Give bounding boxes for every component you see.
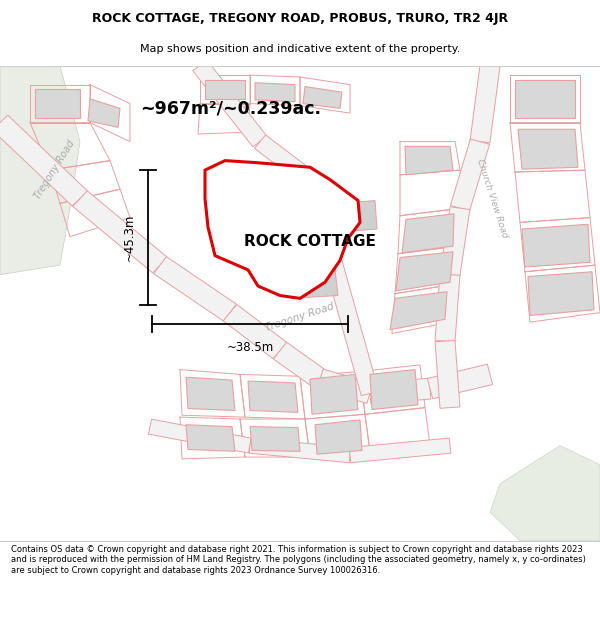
Polygon shape — [470, 64, 500, 142]
Polygon shape — [528, 272, 594, 316]
Polygon shape — [186, 378, 235, 411]
Polygon shape — [193, 61, 267, 147]
Polygon shape — [435, 274, 460, 342]
Polygon shape — [317, 369, 373, 403]
Polygon shape — [435, 341, 460, 408]
Polygon shape — [250, 427, 300, 451]
Polygon shape — [154, 257, 236, 321]
Polygon shape — [490, 446, 600, 541]
Text: Tregony Road: Tregony Road — [264, 301, 336, 333]
Polygon shape — [427, 364, 493, 399]
Text: Contains OS data © Crown copyright and database right 2021. This information is : Contains OS data © Crown copyright and d… — [11, 545, 586, 574]
Polygon shape — [315, 420, 362, 454]
Text: ROCK COTTAGE, TREGONY ROAD, PROBUS, TRURO, TR2 4JR: ROCK COTTAGE, TREGONY ROAD, PROBUS, TRUR… — [92, 12, 508, 25]
Polygon shape — [73, 191, 167, 273]
Text: ~38.5m: ~38.5m — [226, 341, 274, 354]
Polygon shape — [402, 214, 454, 253]
Polygon shape — [0, 66, 80, 274]
Polygon shape — [253, 199, 295, 227]
Polygon shape — [303, 86, 342, 108]
Polygon shape — [370, 369, 418, 409]
Polygon shape — [349, 438, 451, 462]
Polygon shape — [518, 129, 578, 169]
Polygon shape — [405, 146, 453, 175]
Polygon shape — [369, 378, 431, 404]
Polygon shape — [205, 161, 360, 298]
Polygon shape — [255, 82, 295, 102]
Polygon shape — [223, 304, 287, 359]
Polygon shape — [290, 237, 335, 270]
Polygon shape — [0, 115, 88, 206]
Polygon shape — [274, 342, 326, 388]
Polygon shape — [88, 99, 120, 127]
Polygon shape — [451, 139, 490, 211]
Polygon shape — [248, 381, 298, 412]
Polygon shape — [522, 224, 590, 267]
Polygon shape — [205, 80, 245, 99]
Text: Tregony Road: Tregony Road — [33, 139, 77, 201]
Polygon shape — [301, 177, 379, 396]
Text: Map shows position and indicative extent of the property.: Map shows position and indicative extent… — [140, 44, 460, 54]
Polygon shape — [515, 80, 575, 118]
Polygon shape — [35, 89, 80, 118]
Polygon shape — [310, 374, 358, 414]
Polygon shape — [148, 419, 251, 453]
Text: ROCK COTTAGE: ROCK COTTAGE — [244, 234, 376, 249]
Polygon shape — [290, 270, 338, 298]
Polygon shape — [186, 425, 235, 451]
Text: Church View Road: Church View Road — [475, 158, 509, 239]
Text: ~967m²/~0.239ac.: ~967m²/~0.239ac. — [140, 99, 321, 118]
Polygon shape — [396, 252, 453, 291]
Polygon shape — [254, 135, 316, 186]
Polygon shape — [340, 201, 377, 232]
Polygon shape — [390, 292, 447, 330]
Polygon shape — [249, 438, 351, 462]
Polygon shape — [440, 207, 470, 276]
Text: ~45.3m: ~45.3m — [123, 214, 136, 261]
